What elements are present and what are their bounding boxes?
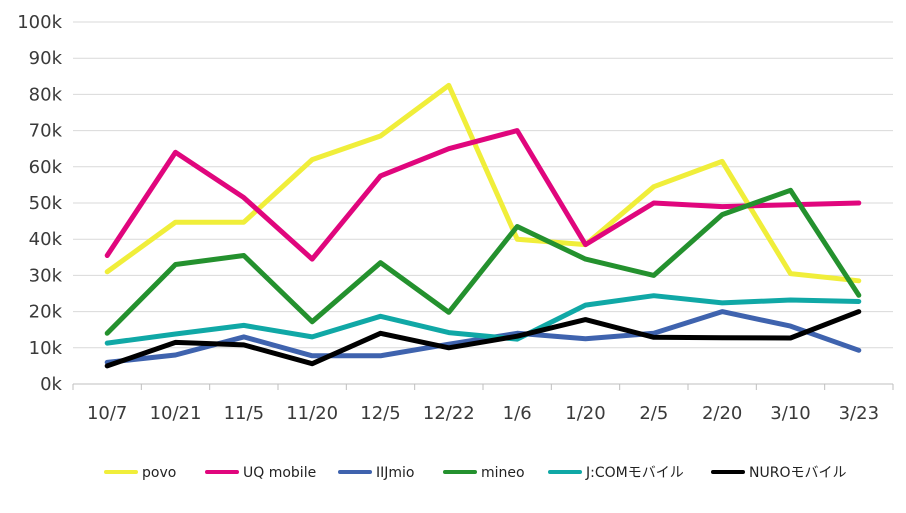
y-tick-label: 30k (29, 265, 63, 286)
legend-item-povo: povo (104, 465, 176, 481)
x-tick-label: 2/5 (639, 403, 668, 424)
y-tick-label: 100k (17, 12, 62, 33)
legend-label: J:COMモバイル (585, 465, 684, 481)
y-tick-label: 80k (29, 84, 63, 105)
legend-item-nuro: NUROモバイル (711, 465, 846, 481)
series-line-nuro (104, 309, 862, 369)
legend-label: mineo (481, 465, 525, 481)
x-tick-label: 10/7 (87, 403, 127, 424)
legend-label: IIJmio (376, 465, 414, 481)
x-tick-label: 12/5 (360, 403, 400, 424)
series-line-j-com (104, 293, 862, 346)
y-tick-label: 90k (29, 48, 63, 69)
x-tick-label: 1/20 (565, 403, 605, 424)
series-line-povo (104, 82, 862, 284)
x-tick-label: 11/5 (224, 403, 264, 424)
x-tick-label: 11/20 (286, 403, 338, 424)
y-tick-label: 20k (29, 302, 63, 323)
y-tick-label: 40k (29, 229, 63, 250)
x-tick-label: 3/23 (839, 403, 879, 424)
series-line-uq-mobile (104, 128, 862, 262)
legend-label: UQ mobile (243, 465, 316, 481)
legend-item-iijmio: IIJmio (338, 465, 414, 481)
y-tick-label: 60k (29, 157, 63, 178)
y-tick-label: 10k (29, 338, 63, 359)
legend-item-mineo: mineo (443, 465, 525, 481)
y-tick-label: 0k (40, 374, 62, 395)
series-line-mineo (104, 187, 862, 336)
x-tick-label: 3/10 (770, 403, 810, 424)
x-tick-label: 2/20 (702, 403, 742, 424)
legend-item-uq-mobile: UQ mobile (205, 465, 316, 481)
series-lines (104, 82, 862, 369)
x-tick-label: 1/6 (503, 403, 532, 424)
x-tick-label: 12/22 (423, 403, 475, 424)
legend: povo UQ mobile IIJmio mineo J:COMモバイル NUROモバイ… (104, 465, 846, 481)
x-tick-label: 10/21 (150, 403, 202, 424)
series-line-iijmio (104, 309, 862, 365)
legend-item-j-com: J:COMモバイル (548, 465, 684, 481)
axes: 0k 10k 20k 30k 40k 50k 60k 70k 80k 90k 100k 10/7 10/… (17, 12, 894, 424)
y-tick-label: 50k (29, 193, 63, 214)
legend-label: NUROモバイル (749, 465, 846, 481)
legend-label: povo (142, 465, 176, 481)
y-tick-label: 70k (29, 121, 63, 142)
